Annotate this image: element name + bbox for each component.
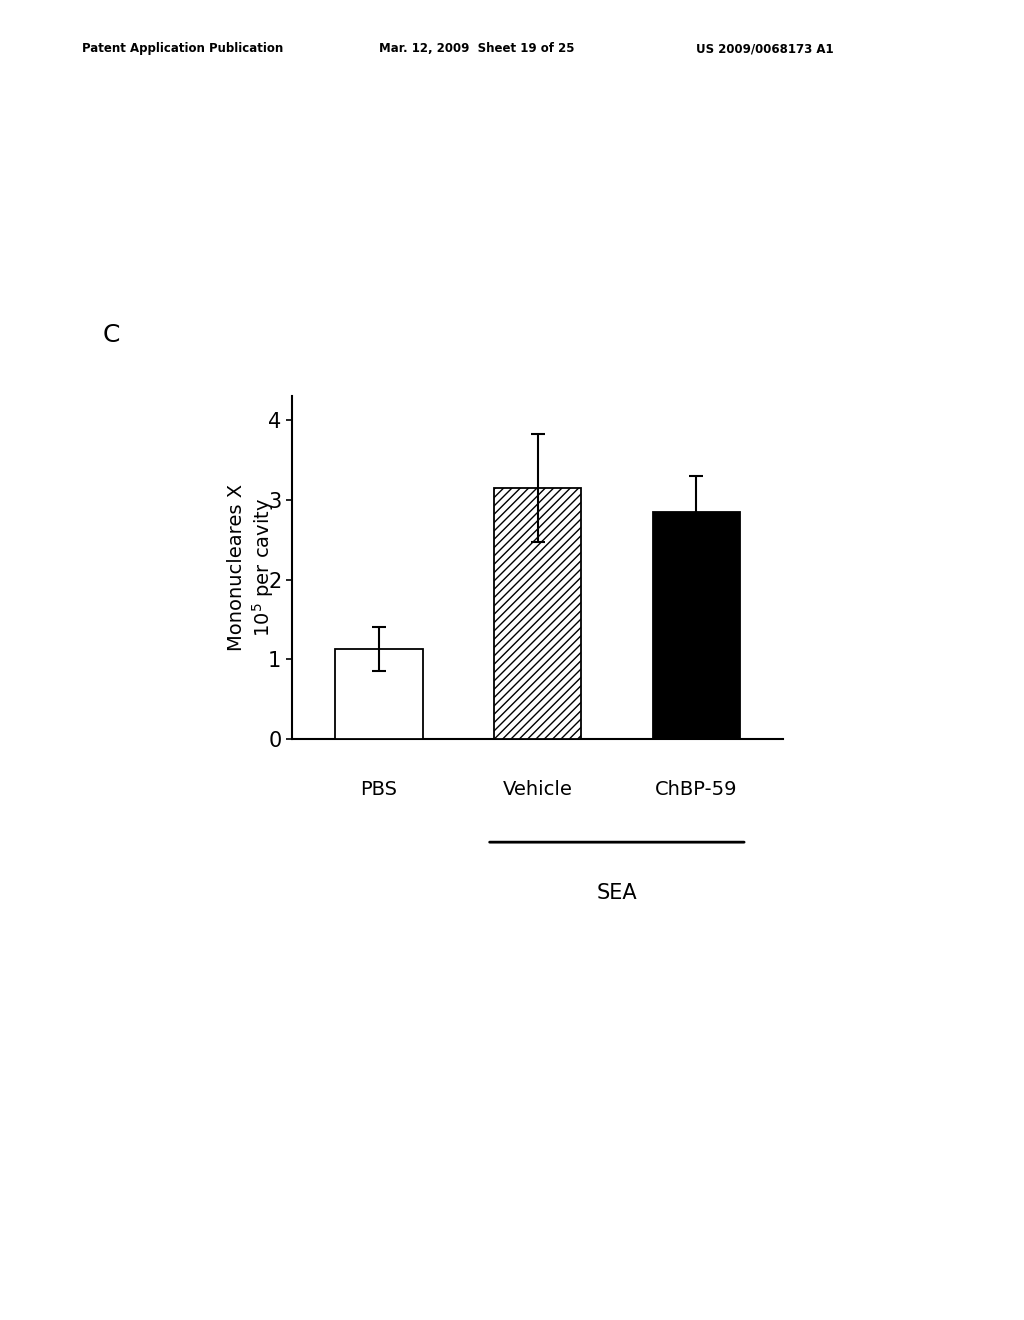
Text: SEA: SEA	[597, 883, 637, 903]
Text: PBS: PBS	[360, 780, 397, 800]
Bar	[494, 488, 582, 739]
Text: ChBP-59: ChBP-59	[655, 780, 737, 800]
Text: C: C	[102, 323, 120, 347]
Text: Vehicle: Vehicle	[503, 780, 572, 800]
Bar	[652, 512, 739, 739]
Y-axis label: Mononucleares X
$10^{5}$ per cavity: Mononucleares X $10^{5}$ per cavity	[227, 484, 275, 651]
Text: US 2009/0068173 A1: US 2009/0068173 A1	[696, 42, 834, 55]
Text: Patent Application Publication: Patent Application Publication	[82, 42, 284, 55]
Text: Mar. 12, 2009  Sheet 19 of 25: Mar. 12, 2009 Sheet 19 of 25	[379, 42, 574, 55]
Bar	[336, 649, 423, 739]
